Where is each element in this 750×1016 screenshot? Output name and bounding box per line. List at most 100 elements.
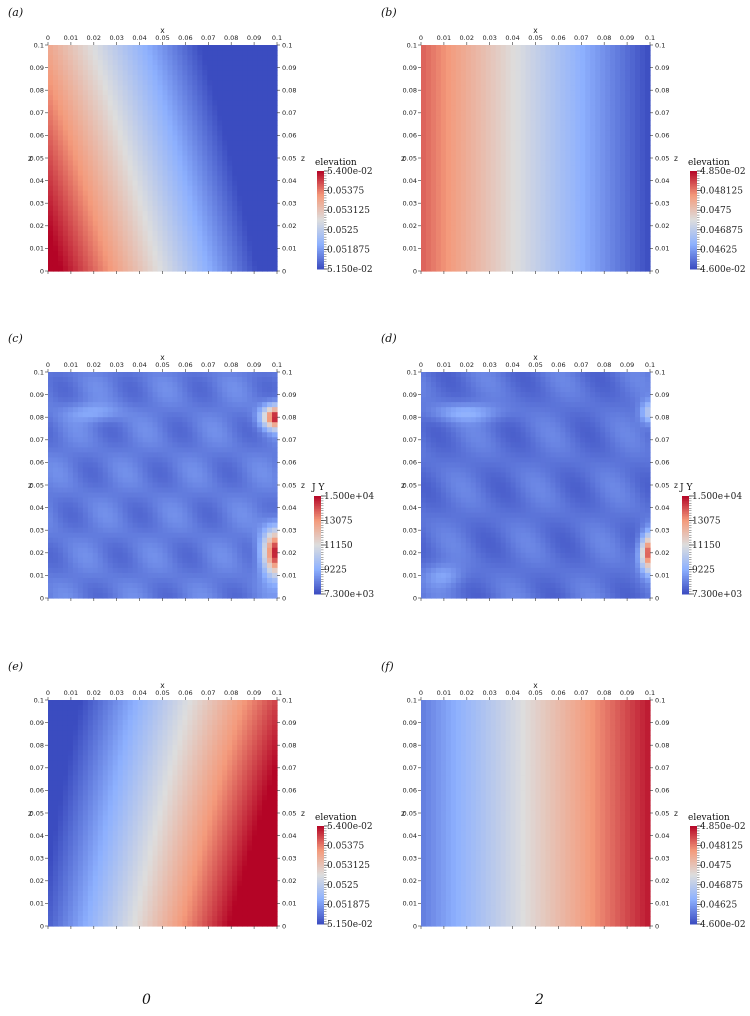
heatmap-cell <box>57 397 64 403</box>
heatmap-cell <box>580 75 586 81</box>
heatmap-cell <box>82 95 89 101</box>
heatmap-cell <box>67 512 74 519</box>
heatmap-cell <box>87 402 94 408</box>
heatmap-cell <box>435 250 442 257</box>
heatmap-cell <box>430 225 437 232</box>
heatmap-cell <box>57 587 64 594</box>
heatmap-cell <box>222 55 228 61</box>
heatmap-cell <box>77 130 84 136</box>
heatmap-cell <box>545 45 552 51</box>
heatmap-cell <box>77 467 84 474</box>
heatmap-cell <box>262 230 268 237</box>
heatmap-cell <box>505 155 512 162</box>
heatmap-cell <box>535 245 542 252</box>
heatmap-cell <box>495 210 502 217</box>
heatmap-cell <box>257 245 263 252</box>
heatmap-cell <box>237 260 243 267</box>
heatmap-cell <box>192 210 198 217</box>
heatmap-cell <box>620 110 626 116</box>
heatmap-cell <box>510 80 517 86</box>
heatmap-cell <box>500 50 507 56</box>
heatmap-cell <box>212 140 218 147</box>
heatmap-cell <box>535 70 542 76</box>
heatmap-cell <box>421 80 427 86</box>
heatmap-cell <box>575 90 581 96</box>
heatmap-cell <box>635 45 641 51</box>
heatmap-cell <box>530 120 537 126</box>
heatmap-cell <box>525 145 532 152</box>
heatmap-cell <box>485 155 492 162</box>
heatmap-cell <box>62 502 69 509</box>
heatmap-cell <box>540 95 547 101</box>
heatmap-cell <box>272 60 278 66</box>
heatmap-cell <box>82 497 89 504</box>
heatmap-cell <box>465 55 472 61</box>
heatmap-cell <box>480 175 487 182</box>
heatmap-cell <box>72 90 79 96</box>
heatmap-cell <box>152 60 159 66</box>
heatmap-cell <box>72 442 79 448</box>
heatmap-cell <box>127 180 134 187</box>
heatmap-cell <box>52 110 59 116</box>
heatmap-cell <box>87 205 94 212</box>
heatmap-cell <box>167 180 174 187</box>
heatmap-cell <box>127 70 134 76</box>
heatmap-cell <box>52 45 59 51</box>
heatmap-cell <box>242 160 248 167</box>
heatmap-cell <box>580 170 586 177</box>
heatmap-cell <box>610 260 616 267</box>
heatmap-cell <box>425 115 432 121</box>
heatmap-cell <box>107 150 114 157</box>
heatmap-cell <box>72 402 79 408</box>
heatmap-cell <box>142 50 149 56</box>
heatmap-cell <box>605 200 611 207</box>
heatmap-cell <box>212 205 218 212</box>
heatmap-cell <box>97 180 104 187</box>
heatmap-cell <box>595 65 601 71</box>
heatmap-cell <box>48 377 54 383</box>
heatmap-cell <box>262 220 268 227</box>
heatmap-cell <box>92 452 99 458</box>
heatmap-cell <box>137 155 144 162</box>
heatmap-cell <box>52 582 59 589</box>
heatmap-cell <box>525 235 532 242</box>
heatmap-cell <box>162 105 169 111</box>
heatmap-cell <box>510 185 517 192</box>
heatmap-cell <box>192 265 198 272</box>
heatmap-cell <box>267 220 273 227</box>
heatmap-cell <box>52 417 59 423</box>
heatmap-cell <box>62 557 69 564</box>
heatmap-cell <box>112 145 119 152</box>
heatmap-cell <box>520 250 527 257</box>
heatmap-cell <box>117 532 124 539</box>
heatmap-cell <box>465 265 472 272</box>
heatmap-cell <box>67 115 74 121</box>
heatmap-cell <box>82 372 89 378</box>
heatmap-cell <box>510 50 517 56</box>
heatmap-cell <box>152 195 159 202</box>
heatmap-cell <box>625 190 631 197</box>
heatmap-cell <box>122 185 129 192</box>
heatmap-cell <box>232 135 238 142</box>
heatmap-cell <box>450 240 457 247</box>
heatmap-cell <box>425 55 432 61</box>
heatmap-cell <box>495 195 502 202</box>
heatmap-cell <box>445 180 452 187</box>
heatmap-cell <box>102 265 109 272</box>
heatmap-cell <box>267 265 273 272</box>
heatmap-cell <box>550 120 557 126</box>
heatmap-cell <box>545 80 552 86</box>
heatmap-cell <box>167 80 174 86</box>
y-tick-label-left: 0.03 <box>30 200 44 208</box>
heatmap-cell <box>435 145 442 152</box>
heatmap-cell <box>107 457 114 463</box>
heatmap-cell <box>102 537 109 544</box>
heatmap-cell <box>132 65 139 71</box>
heatmap-cell <box>202 210 208 217</box>
heatmap-cell <box>227 130 233 136</box>
heatmap-cell <box>247 185 253 192</box>
heatmap-cell <box>52 497 59 504</box>
heatmap-cell <box>430 55 437 61</box>
heatmap-cell <box>127 50 134 56</box>
heatmap-cell <box>252 215 258 222</box>
